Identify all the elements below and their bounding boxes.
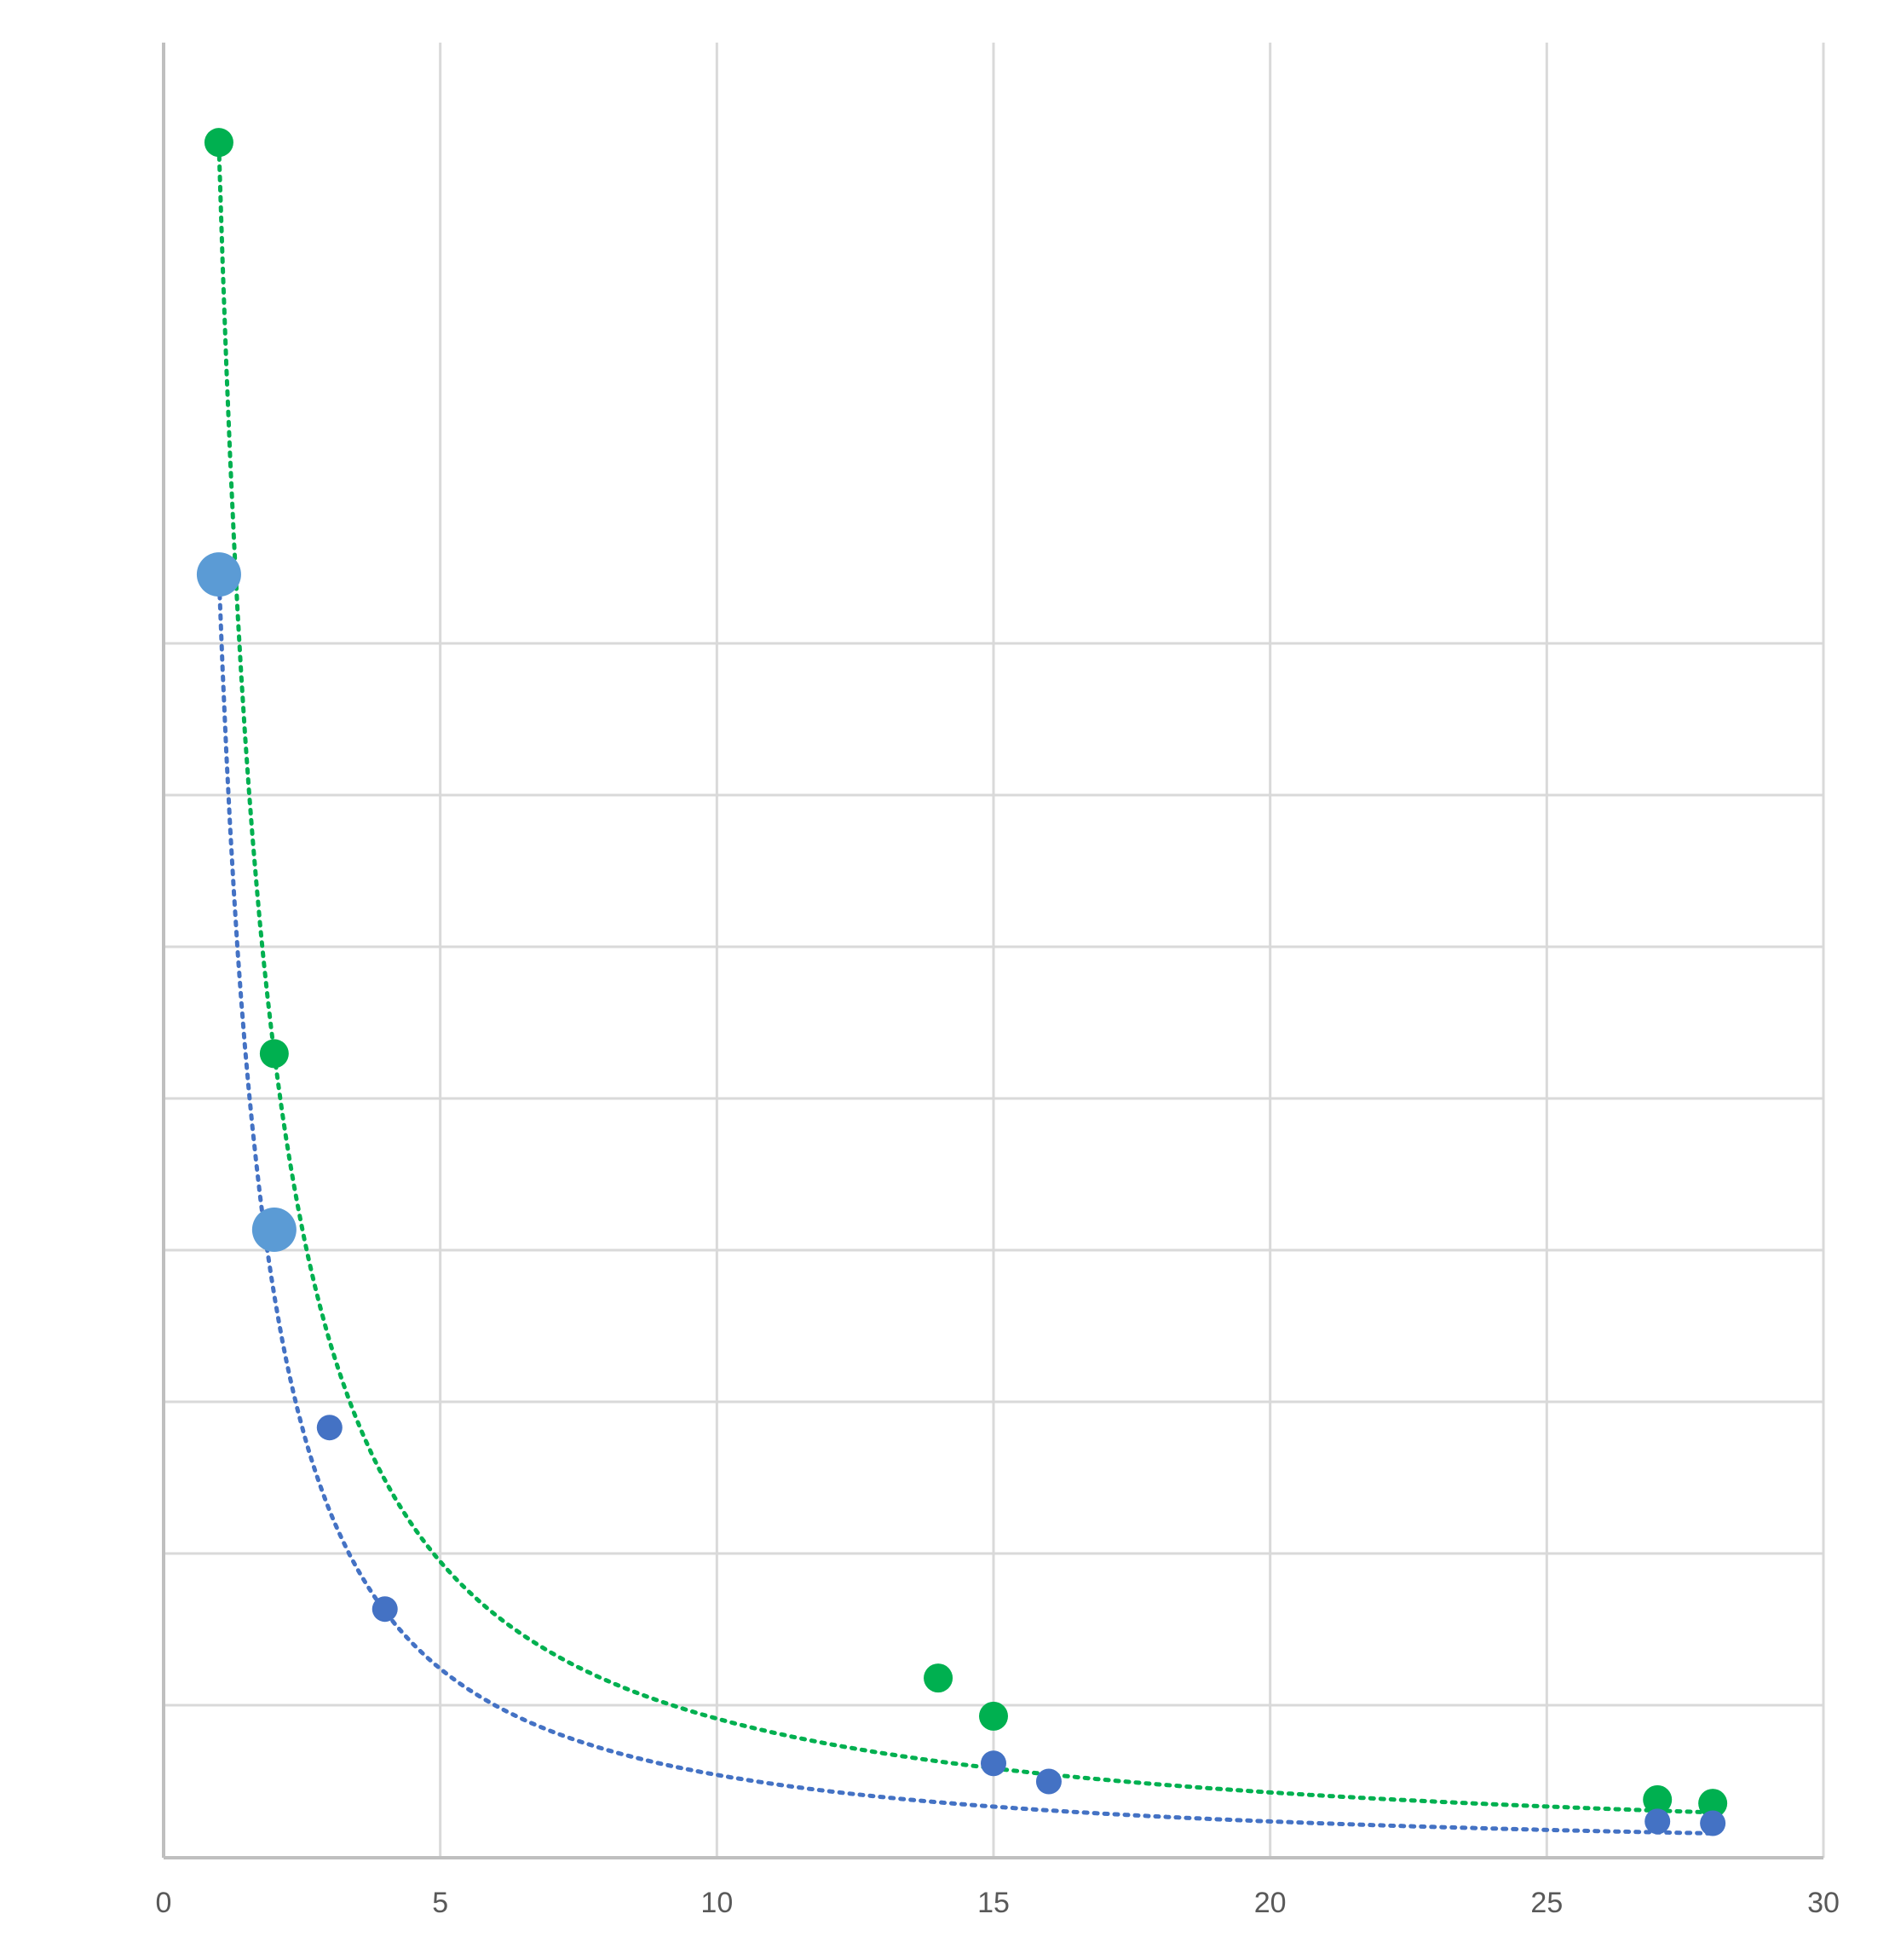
trendline-series-2	[216, 572, 1715, 1836]
data-point-series-1	[979, 1701, 1008, 1731]
data-point-series-2	[1644, 1808, 1671, 1835]
data-point-series-2	[1700, 1810, 1726, 1836]
data-point-series-1	[1698, 1789, 1728, 1819]
data-point-series-2	[251, 1208, 297, 1253]
x-tick-label: 30	[1807, 1887, 1840, 1919]
data-point-series-1	[259, 1039, 289, 1069]
data-point-series-2	[981, 1750, 1006, 1777]
data-point-series-2	[372, 1596, 398, 1623]
data-point-series-1	[1643, 1784, 1673, 1814]
x-tick-label: 25	[1530, 1887, 1563, 1919]
data-point-series-1	[204, 128, 233, 158]
x-tick-label: 5	[432, 1887, 448, 1919]
data-point-series-2	[196, 552, 241, 597]
x-tick-label: 10	[700, 1887, 733, 1919]
x-tick-label: 15	[977, 1887, 1010, 1919]
data-point-series-2	[316, 1415, 343, 1441]
data-point-series-2	[1035, 1768, 1062, 1795]
trendline-series-1	[216, 143, 1715, 1815]
x-tick-label: 20	[1254, 1887, 1287, 1919]
x-tick-label: 0	[156, 1887, 172, 1919]
data-point-series-1	[924, 1663, 953, 1693]
